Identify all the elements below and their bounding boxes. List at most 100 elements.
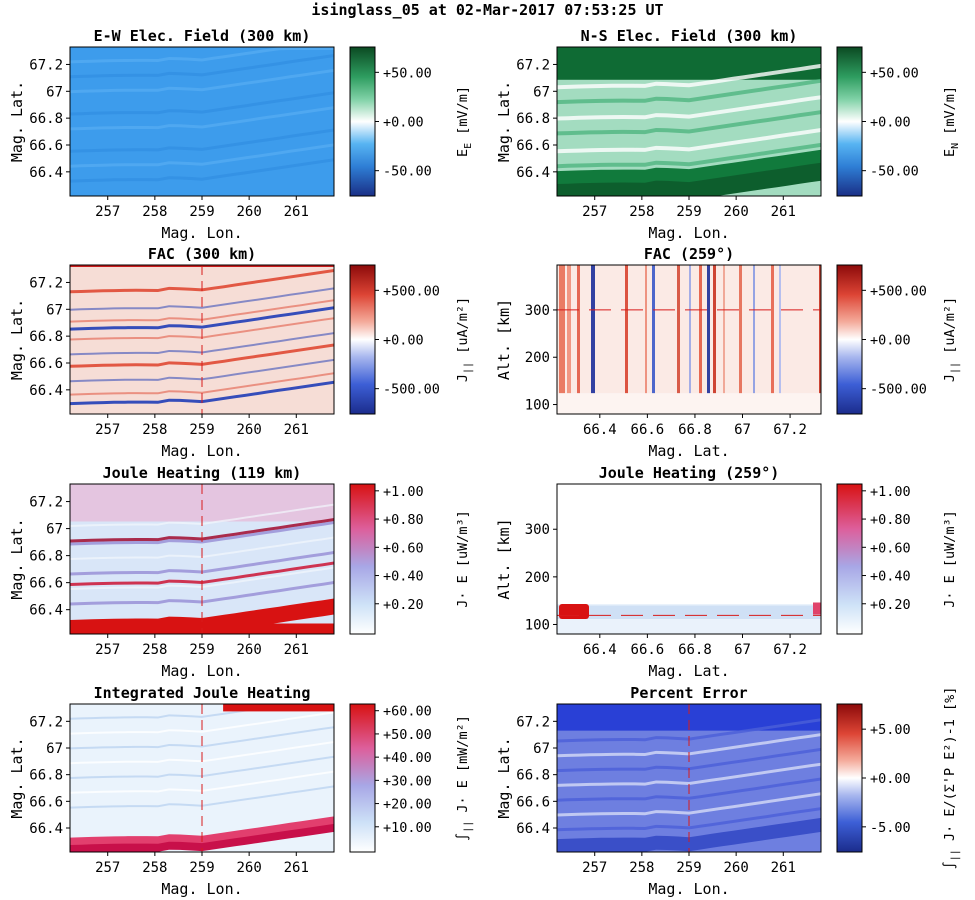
ijh-field-band	[70, 711, 334, 735]
jh-xtick-label: 258	[142, 642, 167, 658]
fac-xtick-label: 257	[95, 422, 120, 438]
ijh-colorbar	[349, 703, 376, 853]
ns-field-band	[557, 128, 821, 154]
jh_alt-ytick-label: 200	[525, 570, 550, 586]
ns-colorbar-label: EN [mV/m]	[942, 86, 961, 157]
ew-ytick-label: 67.2	[29, 57, 63, 73]
ew-field-band	[70, 68, 334, 94]
fac-field-band	[70, 358, 334, 383]
fac_alt-colorbar-label: J|| [uA/m²]	[942, 297, 961, 382]
fac-field-band	[70, 306, 334, 331]
fac-alt-current-sheet	[819, 265, 821, 397]
err-field-band	[557, 817, 821, 852]
err-xtick-label: 260	[723, 860, 748, 876]
ijh-colorbar-tick-label: +50.00	[383, 727, 432, 743]
ns-xlabel: Mag. Lon.	[648, 224, 729, 242]
jh_alt-colorbar-tick-label: +0.40	[870, 569, 911, 585]
fac-alt-current-sheet	[713, 265, 716, 397]
err-ytick-label: 66.6	[516, 794, 550, 810]
jh-ylabel: Mag. Lat.	[8, 518, 26, 599]
jh-ytick-label: 66.6	[29, 576, 63, 592]
fac-colorbar-tick-label: +500.00	[383, 283, 440, 299]
ew-field-band	[70, 54, 334, 79]
jh_alt-ylabel: Alt. [km]	[495, 518, 513, 599]
fac_alt-xtick-label: 66.6	[631, 422, 665, 438]
ew-xtick-label: 260	[236, 204, 261, 220]
err-colorbar-tick-label: +5.00	[870, 722, 911, 738]
ns-field-band	[557, 142, 821, 169]
err-colorbar	[836, 703, 863, 853]
ijh-ytick-label: 66.4	[29, 821, 63, 837]
jh-xtick-label: 260	[236, 642, 261, 658]
panel-jh_alt: Joule Heating (259°) 66.4 66.6 66.8 67 67.2 10…	[495, 464, 958, 680]
ijh-field-band	[70, 726, 334, 750]
ns-heatmap-field	[557, 47, 821, 196]
err-xtick-label: 261	[771, 860, 796, 876]
jh_alt-colorbar-tick-label: +1.00	[870, 484, 911, 500]
jh_alt-colorbar-tick-label: +0.80	[870, 512, 911, 528]
jh-ytick-label: 67	[46, 522, 63, 538]
ijh-field-band	[70, 755, 334, 779]
ijh-field-band	[70, 816, 334, 852]
fac_alt-axes-frame	[556, 264, 822, 415]
ijh-colorbar-tick-label: +20.00	[383, 797, 432, 813]
fac_alt-colorbar	[836, 264, 863, 415]
ns-ytick-label: 66.4	[516, 165, 550, 181]
jh_alt-title: Joule Heating (259°)	[599, 464, 780, 482]
jh_alt-colorbar-tick-label: +0.60	[870, 540, 911, 556]
ew-field-band	[70, 106, 334, 131]
ijh-colorbar-tick-label: +40.00	[383, 750, 432, 766]
ew-field-band	[70, 158, 334, 183]
ns-colorbar-tick-label: -50.00	[870, 164, 919, 180]
jh_alt-xtick-label: 66.4	[583, 642, 617, 658]
fac-alt-current-sheet	[645, 265, 647, 397]
ew-ytick-label: 67	[46, 84, 63, 100]
panel-jh: Joule Heating (119 km) 257 258 259 260 261 66.…	[8, 464, 471, 680]
ew-xtick-label: 261	[284, 204, 309, 220]
ns-field-band	[557, 78, 821, 105]
ns-title: N-S Elec. Field (300 km)	[581, 27, 798, 45]
fac_alt-ytick-label: 200	[525, 350, 550, 366]
jh-ytick-label: 66.8	[29, 549, 63, 565]
fac-ytick-label: 67	[46, 302, 63, 318]
fac-xlabel: Mag. Lon.	[161, 442, 242, 460]
jh_alt-xtick-label: 66.8	[678, 642, 712, 658]
fac_alt-xtick-label: 67	[734, 422, 751, 438]
jh_alt-xlabel: Mag. Lat.	[648, 662, 729, 680]
ew-colorbar-tick-label: -50.00	[383, 164, 432, 180]
fac-field-band	[70, 299, 334, 323]
err-title: Percent Error	[630, 684, 747, 702]
panel-fac_alt: FAC (259°) 66.4 66.6 66.8 67 67.2 100 200 300 Mag…	[495, 245, 961, 460]
err-ylabel: Mag. Lat.	[495, 737, 513, 818]
ew-title: E-W Elec. Field (300 km)	[94, 27, 311, 45]
fac-alt-current-sheet	[567, 265, 571, 397]
jh-title: Joule Heating (119 km)	[103, 464, 302, 482]
fac-ylabel: Mag. Lat.	[8, 299, 26, 380]
err-colorbar-label: ∫|| J· E/(Σ'P E²)-1 [%]	[942, 687, 961, 870]
panel-ns: N-S Elec. Field (300 km) 257 258 259 260 261 6…	[495, 27, 961, 242]
fac-field-band	[70, 332, 334, 356]
ns-ytick-label: 67.2	[516, 57, 550, 73]
ew-colorbar-tick-label: +50.00	[383, 65, 432, 81]
panel-err: Percent Error 257 258 259 260 261 66.4 66.6 66.8…	[495, 684, 961, 898]
ew-ylabel: Mag. Lat.	[8, 81, 26, 162]
err-colorbar-tick-label: -5.00	[870, 820, 911, 836]
ns-xtick-label: 257	[582, 204, 607, 220]
err-ytick-label: 67.2	[516, 714, 550, 730]
fac_alt-xtick-label: 66.8	[678, 422, 712, 438]
jh_alt-heatmap-field	[557, 484, 821, 634]
ijh-colorbar-label: ∫|| J· E [mW/m²]	[455, 715, 474, 841]
jh_alt-colorbar	[836, 483, 863, 635]
fac-alt-current-sheet	[779, 265, 781, 397]
jh_alt-xtick-label: 66.6	[631, 642, 665, 658]
ijh-ytick-label: 67	[46, 741, 63, 757]
ijh-colorbar-tick-label: +10.00	[383, 820, 432, 836]
fac_alt-colorbar-tick-label: +500.00	[870, 283, 927, 299]
ijh-field-band	[70, 785, 334, 809]
jh-field-band	[70, 503, 334, 527]
fac-alt-current-sheet	[689, 265, 691, 397]
err-xtick-label: 258	[629, 860, 654, 876]
fac-alt-current-sheet	[625, 265, 628, 397]
ns-field-band	[557, 95, 821, 121]
fac-alt-current-sheet	[739, 265, 742, 397]
